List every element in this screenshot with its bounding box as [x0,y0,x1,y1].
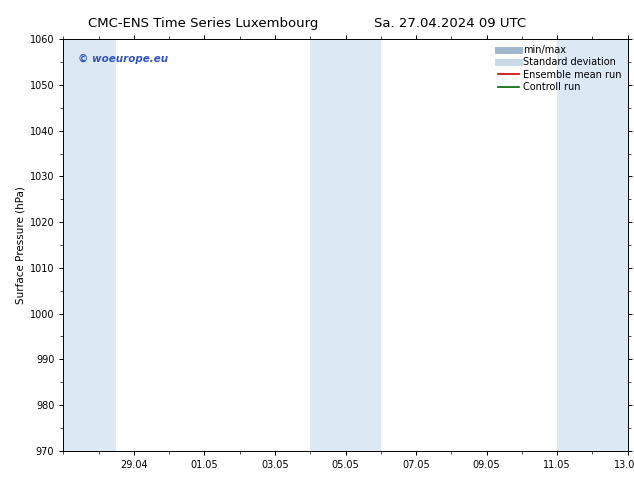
Bar [557,39,628,451]
Text: CMC-ENS Time Series Luxembourg: CMC-ENS Time Series Luxembourg [87,17,318,30]
Bar [310,39,381,451]
Text: Sa. 27.04.2024 09 UTC: Sa. 27.04.2024 09 UTC [374,17,526,30]
Legend: min/max, Standard deviation, Ensemble mean run, Controll run: min/max, Standard deviation, Ensemble me… [494,41,626,96]
Y-axis label: Surface Pressure (hPa): Surface Pressure (hPa) [16,186,25,304]
Text: © woeurope.eu: © woeurope.eu [77,53,167,64]
Bar [63,39,116,451]
